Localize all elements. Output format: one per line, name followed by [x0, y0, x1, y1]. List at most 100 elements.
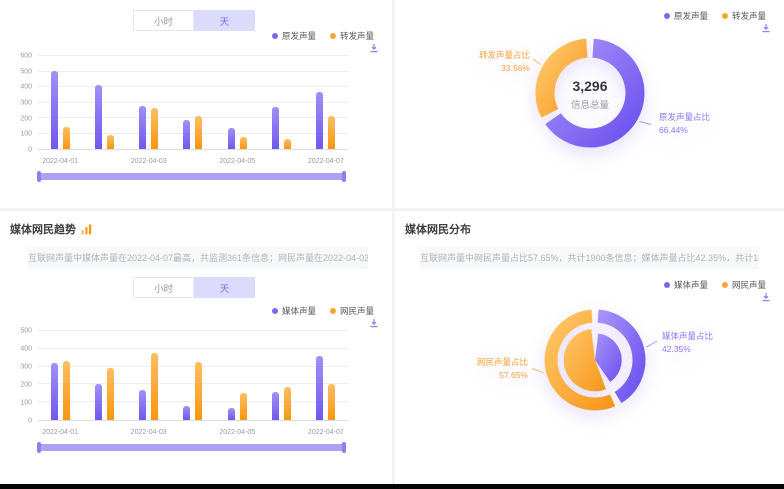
donut-chart: 转发声量占比 33.56% 原发声量占比 66.44% 3,296 信息总量 [479, 38, 710, 148]
bar-plot [38, 330, 348, 421]
slice-label-media: 媒体声量占比 [662, 331, 713, 341]
x-tick-label: 2022-04-01 [42, 158, 79, 165]
gridline [38, 55, 348, 56]
bar-purple [50, 363, 58, 420]
bar-orange [151, 107, 159, 149]
legend-label: 原发声量 [673, 11, 708, 21]
download-icon[interactable] [369, 318, 379, 328]
x-axis: 2022-04-01 2022-04-03 2022-04-05 2022-04-07 [38, 425, 348, 439]
toggle-hour-button[interactable]: 小时 [133, 277, 194, 298]
legend: 原发声量 转发声量 [271, 30, 374, 42]
panel-title-text: 媒体网民分布 [405, 224, 471, 236]
legend-item-netizen[interactable]: 网民声量 [329, 305, 374, 317]
interval-toggle: 小时 天 [133, 10, 255, 31]
bar-group [227, 56, 247, 149]
gridline [38, 117, 348, 118]
y-tick-label: 100 [20, 130, 32, 138]
gridline [38, 401, 348, 403]
download-icon[interactable] [369, 43, 379, 53]
legend-dot-purple-icon [271, 33, 278, 39]
y-tick-label: 400 [20, 83, 32, 91]
x-tick-label [82, 154, 126, 168]
legend-label: 原发声量 [281, 31, 316, 41]
inner-slice-orange [563, 328, 606, 392]
legend-item-media[interactable]: 媒体声量 [271, 305, 316, 317]
ring-slice-orange [544, 309, 616, 411]
bar-purple [227, 128, 235, 149]
y-tick-label: 100 [20, 399, 32, 407]
bar-purple [139, 105, 147, 149]
y-tick-label: 500 [20, 68, 32, 76]
inner-slice-purple [595, 333, 622, 382]
gridline [38, 383, 348, 385]
panel-media-netizen-trend: 媒体网民趋势 互联网声量中媒体声量在2022-04-07最高，共监测361条信息… [0, 211, 392, 484]
legend-item-repost[interactable]: 转发声量 [721, 10, 766, 22]
x-tick-label: 2022-04-03 [130, 158, 167, 165]
panel-voice-share: 原发声量 转发声量 转发声量占比 33.56% [395, 0, 784, 208]
y-tick-label: 600 [20, 52, 32, 60]
y-tick-label: 300 [20, 363, 32, 371]
slice-label-repost: 转发声量占比 [479, 50, 530, 60]
bar-purple [139, 389, 147, 420]
legend-dot-purple-icon [663, 282, 670, 288]
datazoom-slider[interactable] [37, 171, 346, 182]
bar-chart-voice-trend: 0 100 200 300 400 500 600 2022-04-01 2022-04-03… [10, 52, 348, 168]
summary-text: 互联网声量中媒体声量在2022-04-07最高，共监测361条信息；网民声量在2… [28, 247, 368, 269]
nested-pie-chart: 媒体声量占比 42.35% 网民声量占比 57.65% [477, 309, 713, 411]
bar-group [94, 331, 114, 420]
y-axis: 0 100 200 300 400 500 600 [10, 52, 38, 154]
slice-label-original: 原发声量占比 [659, 112, 710, 122]
bar-orange [328, 116, 336, 149]
panel-title: 媒体网民趋势 [10, 221, 92, 237]
donut-slice-orange [535, 38, 589, 118]
panel-title: 媒体网民分布 [405, 221, 471, 237]
label-leader-line [531, 368, 544, 374]
legend-item-netizen[interactable]: 网民声量 [721, 279, 766, 291]
bar-purple [316, 92, 324, 149]
bar-orange [62, 361, 70, 420]
bar-purple [316, 355, 324, 420]
legend-dot-orange-icon [721, 282, 728, 288]
bar-group [183, 331, 203, 420]
slice-label-netizen: 网民声量占比 [477, 357, 528, 367]
slice-percent-original: 66.44% [659, 125, 688, 135]
toggle-day-button[interactable]: 天 [194, 10, 255, 31]
bar-group [50, 56, 70, 149]
download-icon[interactable] [761, 23, 771, 33]
toggle-hour-button[interactable]: 小时 [133, 10, 194, 31]
x-tick-label: 2022-04-07 [307, 158, 344, 165]
slice-percent-repost: 33.56% [501, 63, 530, 73]
download-icon[interactable] [761, 292, 771, 302]
bar-chart-icon [81, 224, 92, 234]
x-tick-label [171, 425, 215, 439]
panel-voice-trend: 小时 天 原发声量 转发声量 0 100 200 300 400 500 600 2022-… [0, 0, 392, 208]
label-leader-line [532, 58, 541, 65]
bar-group [139, 56, 159, 149]
legend-label: 媒体声量 [673, 280, 708, 290]
bar-orange [284, 138, 292, 149]
legend-label: 网民声量 [339, 306, 374, 316]
legend-item-original[interactable]: 原发声量 [663, 10, 708, 22]
legend-item-media[interactable]: 媒体声量 [663, 279, 708, 291]
y-tick-label: 400 [20, 345, 32, 353]
bar-purple [94, 384, 102, 420]
bar-plot [38, 55, 348, 150]
datazoom-slider[interactable] [37, 442, 346, 453]
x-tick-label: 2022-04-07 [307, 429, 344, 436]
gridline [38, 330, 348, 331]
legend: 媒体声量 网民声量 [271, 305, 374, 317]
toggle-day-button[interactable]: 天 [194, 277, 255, 298]
bar-group [227, 331, 247, 420]
legend-item-original[interactable]: 原发声量 [271, 30, 316, 42]
legend-item-repost[interactable]: 转发声量 [329, 30, 374, 42]
bar-purple [227, 408, 235, 420]
summary-text: 互联网声量中网民声量占比57.65%，共计1900条信息；媒体声量占比42.35… [420, 247, 759, 269]
y-tick-label: 300 [20, 99, 32, 107]
interval-toggle: 小时 天 [133, 277, 255, 298]
legend-dot-orange-icon [329, 33, 336, 39]
bar-group [316, 331, 336, 420]
bar-purple [183, 120, 191, 149]
y-tick-label: 0 [28, 146, 32, 154]
